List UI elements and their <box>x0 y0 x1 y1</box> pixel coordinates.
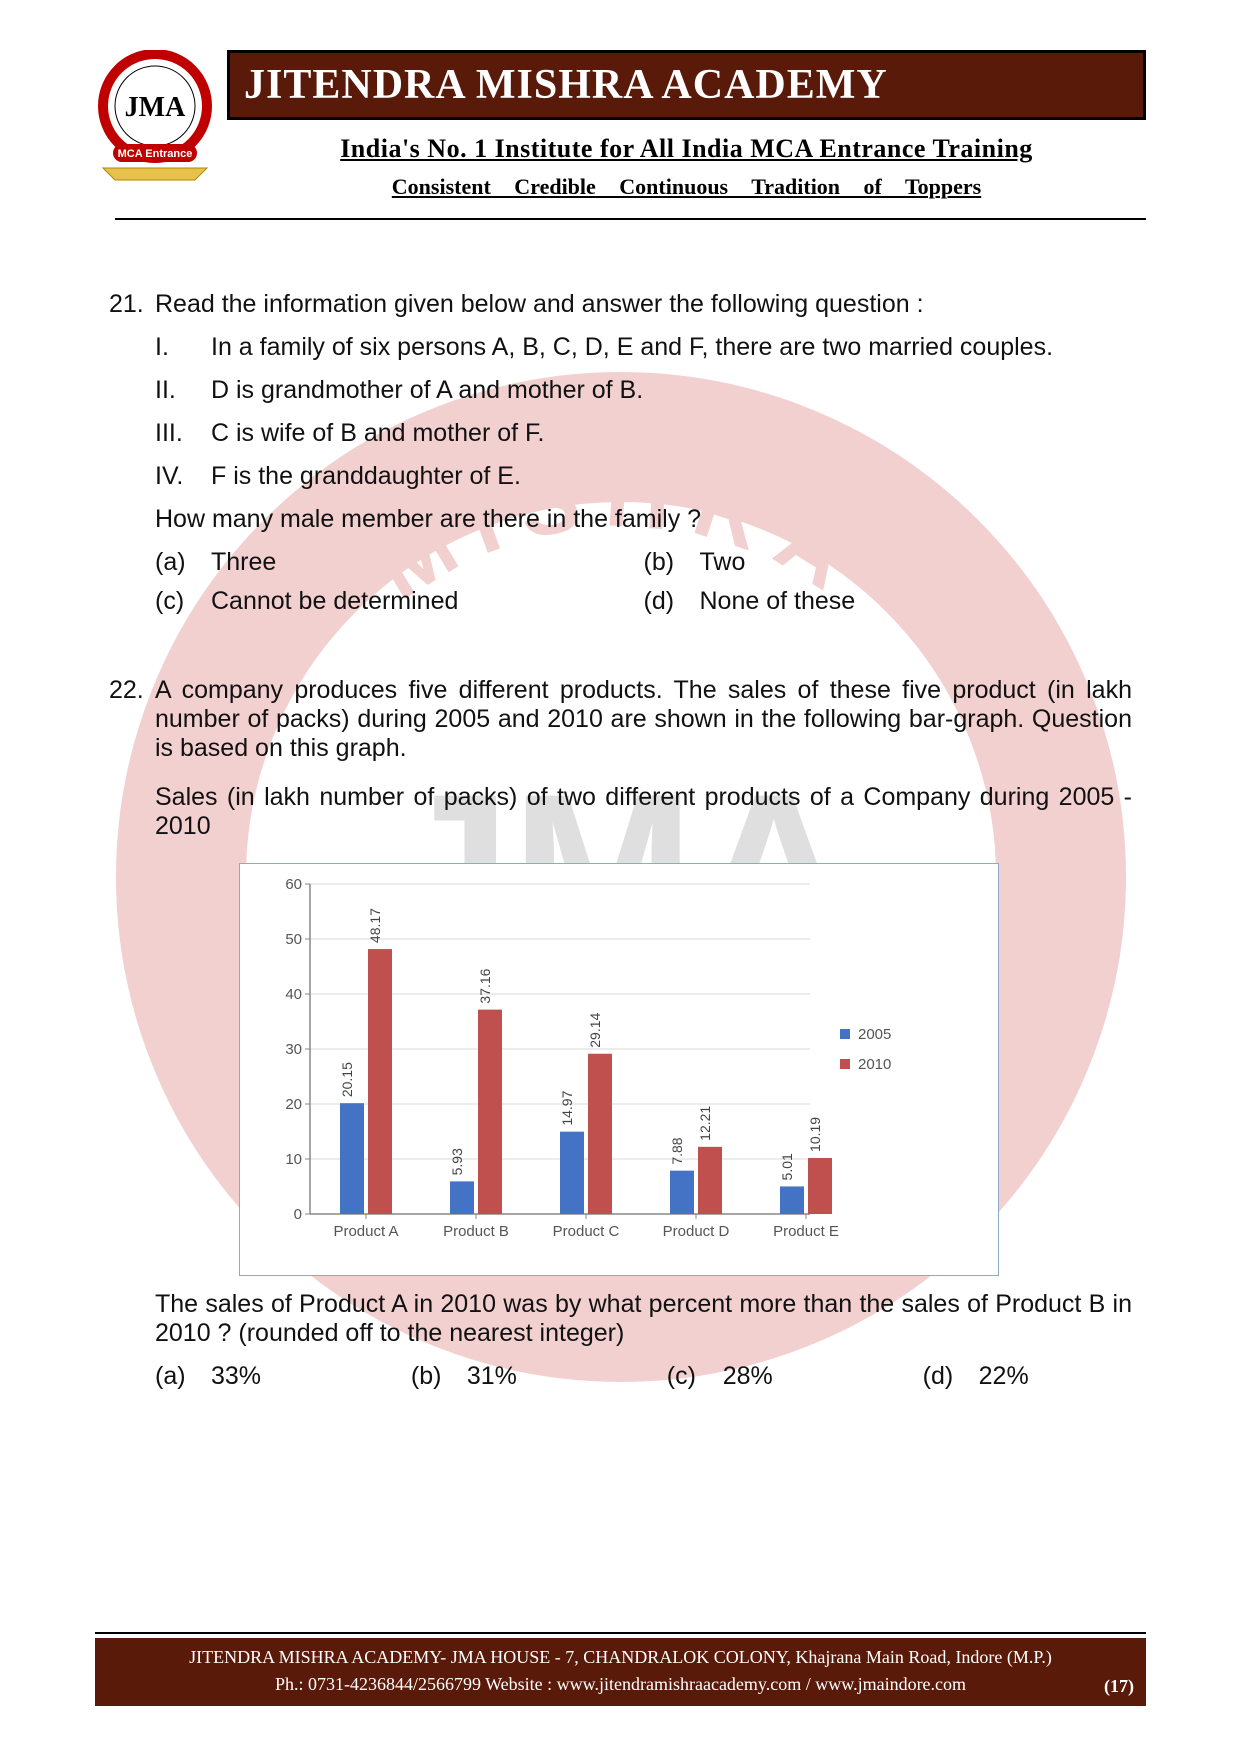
svg-text:Product B: Product B <box>443 1223 509 1240</box>
svg-text:5.01: 5.01 <box>779 1153 795 1180</box>
academy-subtitle: India's No. 1 Institute for All India MC… <box>227 134 1146 164</box>
q21-sub-text: C is wife of B and mother of F. <box>211 419 1132 448</box>
q21-ask: How many male member are there in the fa… <box>155 505 1132 534</box>
option-text: 31% <box>467 1362 517 1391</box>
q21-sub-rn: IV. <box>155 462 211 491</box>
q22-ask: The sales of Product A in 2010 was by wh… <box>155 1290 1132 1348</box>
svg-text:7.88: 7.88 <box>669 1137 685 1164</box>
option-label: (d) <box>923 1362 979 1391</box>
q21-sub-rn: I. <box>155 333 211 362</box>
q21-sub-rn: III. <box>155 419 211 448</box>
svg-text:5.93: 5.93 <box>449 1148 465 1175</box>
content: 21. Read the information given below and… <box>95 290 1146 1391</box>
svg-text:2005: 2005 <box>858 1026 891 1043</box>
footer-line1: JITENDRA MISHRA ACADEMY- JMA HOUSE - 7, … <box>103 1644 1138 1671</box>
q21-sub-text: In a family of six persons A, B, C, D, E… <box>211 333 1132 362</box>
q22-caption: Sales (in lakh number of packs) of two d… <box>155 783 1132 841</box>
q21-sub-text: D is grandmother of A and mother of B. <box>211 376 1132 405</box>
option-label: (d) <box>644 587 700 616</box>
q21-number: 21. <box>109 290 155 319</box>
option-label: (b) <box>644 548 700 577</box>
option-text: Three <box>211 548 276 577</box>
q22-number: 22. <box>109 676 155 763</box>
q21-stem: Read the information given below and ans… <box>155 290 1132 319</box>
option-text: None of these <box>700 587 856 616</box>
option-label: (c) <box>155 587 211 616</box>
svg-text:37.16: 37.16 <box>477 968 493 1003</box>
sales-chart: 0 10 20 30 40 50 60 20.15 48.17 Product A 5.93 37.1… <box>239 863 999 1276</box>
svg-text:2010: 2010 <box>858 1056 891 1073</box>
option-text: 33% <box>211 1362 261 1391</box>
svg-text:29.14: 29.14 <box>587 1012 603 1047</box>
option-label: (a) <box>155 548 211 577</box>
page-number: (17) <box>1104 1673 1134 1700</box>
svg-text:40: 40 <box>285 986 302 1003</box>
svg-text:12.21: 12.21 <box>697 1106 713 1141</box>
svg-text:48.17: 48.17 <box>367 908 383 943</box>
page-header: JMA MCA Entrance JITENDRA MISHRA ACADEMY… <box>95 50 1146 200</box>
academy-title: JITENDRA MISHRA ACADEMY <box>227 50 1146 120</box>
academy-tagline: Consistent Credible Continuous Tradition… <box>227 174 1146 200</box>
svg-text:50: 50 <box>285 931 302 948</box>
svg-text:60: 60 <box>285 876 302 893</box>
option-label: (c) <box>667 1362 723 1391</box>
svg-text:0: 0 <box>294 1206 302 1223</box>
header-divider <box>115 218 1146 220</box>
q22-options: (a)33% (b)31% (c)28% (d)22% <box>155 1362 1132 1391</box>
svg-text:10: 10 <box>285 1151 302 1168</box>
svg-text:Product D: Product D <box>663 1223 730 1240</box>
page-footer: JITENDRA MISHRA ACADEMY- JMA HOUSE - 7, … <box>95 1632 1146 1706</box>
logo-text: JMA <box>125 92 186 123</box>
svg-text:Product C: Product C <box>553 1223 620 1240</box>
footer-line2: Ph.: 0731-4236844/2566799 Website : www.… <box>103 1671 1138 1698</box>
option-text: Cannot be determined <box>211 587 458 616</box>
option-text: 28% <box>723 1362 773 1391</box>
svg-text:30: 30 <box>285 1041 302 1058</box>
q21-sub-rn: II. <box>155 376 211 405</box>
svg-text:Product E: Product E <box>773 1223 839 1240</box>
question-22: 22. A company produces five different pr… <box>109 676 1132 1391</box>
option-text: 22% <box>979 1362 1029 1391</box>
svg-text:Product A: Product A <box>333 1223 398 1240</box>
logo: JMA MCA Entrance <box>95 50 215 190</box>
question-21: 21. Read the information given below and… <box>109 290 1132 616</box>
svg-text:20.15: 20.15 <box>339 1062 355 1097</box>
option-text: Two <box>700 548 746 577</box>
svg-text:14.97: 14.97 <box>559 1090 575 1125</box>
option-label: (a) <box>155 1362 211 1391</box>
svg-text:20: 20 <box>285 1096 302 1113</box>
q21-sub-text: F is the granddaughter of E. <box>211 462 1132 491</box>
option-label: (b) <box>411 1362 467 1391</box>
q21-options: (a)Three (b)Two (c)Cannot be determined … <box>155 548 1132 616</box>
q22-stem: A company produces five different produc… <box>155 676 1132 763</box>
logo-band-text: MCA Entrance <box>118 148 193 160</box>
svg-text:10.19: 10.19 <box>807 1117 823 1152</box>
